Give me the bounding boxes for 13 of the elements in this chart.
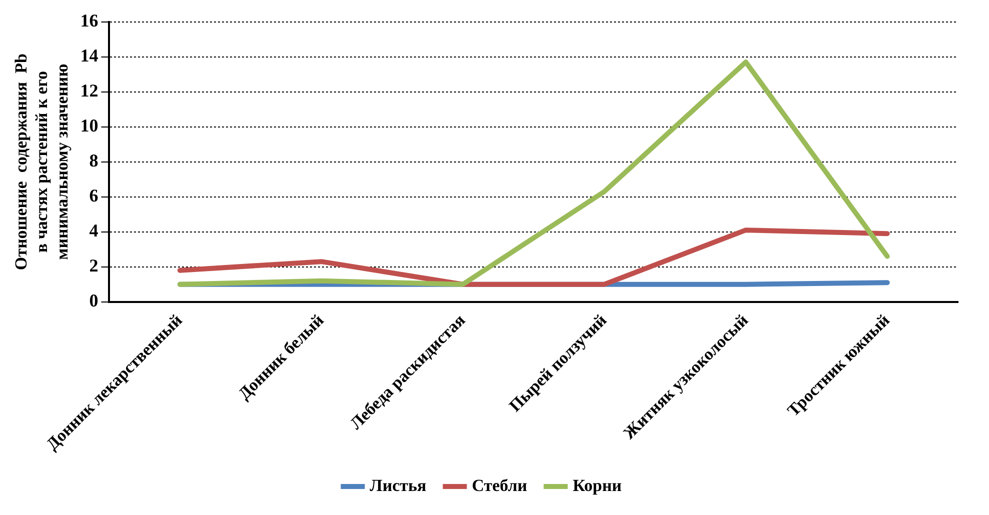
y-axis-title: Отношение содержания Pb в частях растений к его минимальному значению — [12, 54, 72, 270]
y-tick-label: 8 — [89, 150, 98, 170]
y-tick-label: 14 — [80, 45, 98, 66]
y-tick-label: 10 — [80, 115, 98, 136]
y-tick-label: 2 — [89, 255, 98, 276]
legend-label: Корни — [572, 476, 622, 495]
y-tick-label: 16 — [80, 10, 98, 30]
legend-label: Стебли — [472, 476, 528, 495]
y-tick-label: 12 — [80, 80, 98, 100]
y-tick-label: 0 — [89, 290, 98, 310]
y-tick-label: 6 — [89, 185, 98, 206]
y-tick-label: 4 — [89, 220, 98, 240]
legend-label: Листья — [370, 476, 426, 495]
